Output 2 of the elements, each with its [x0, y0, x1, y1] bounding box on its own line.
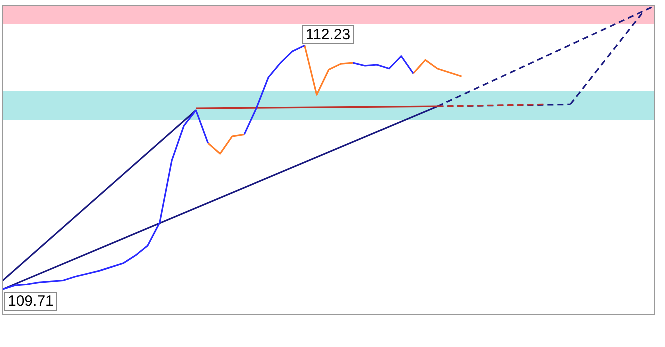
data-label: 109.71 [8, 293, 54, 310]
data-label: 112.23 [306, 26, 351, 44]
